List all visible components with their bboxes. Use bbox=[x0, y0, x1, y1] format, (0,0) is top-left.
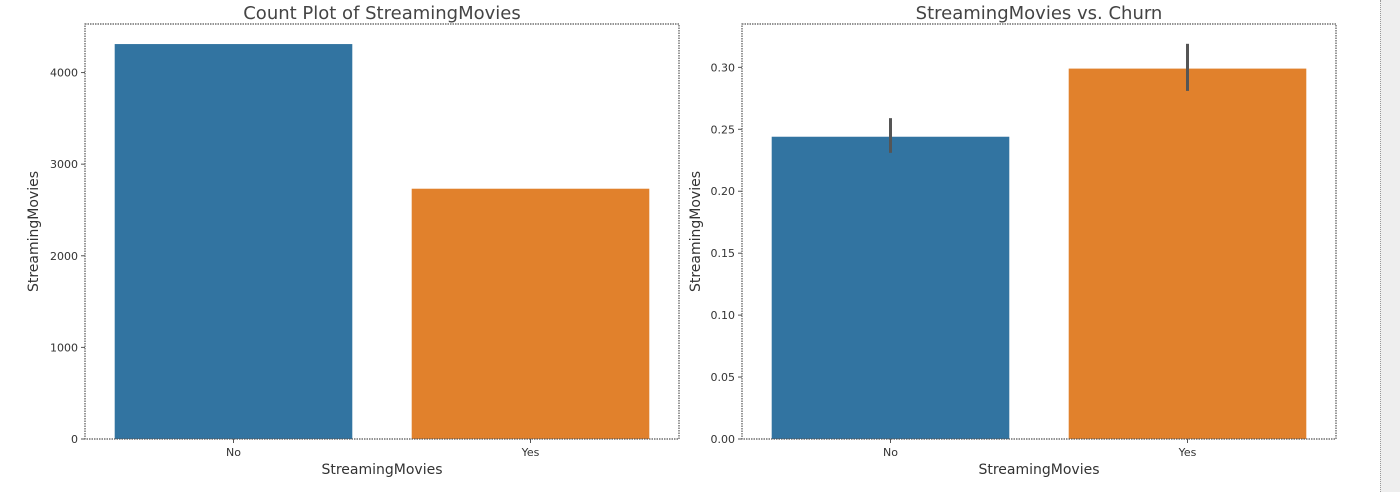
y-tick-label: 0.00 bbox=[711, 433, 736, 446]
y-tick-label: 0.10 bbox=[711, 309, 736, 322]
y-axis-label: StreamingMovies bbox=[688, 171, 704, 292]
y-axis-ticks: 0 1000 2000 3000 4000 bbox=[50, 67, 85, 446]
errorbar-group bbox=[889, 43, 1189, 153]
y-tick-label: 0.20 bbox=[711, 185, 736, 198]
y-axis-ticks: 0.00 0.05 0.10 0.15 0.20 0.25 0.30 bbox=[711, 61, 742, 446]
y-tick-label: 4000 bbox=[50, 67, 78, 80]
bar-group bbox=[771, 68, 1307, 440]
x-tick-label: Yes bbox=[1178, 446, 1197, 459]
y-tick-label: 0.25 bbox=[711, 123, 736, 136]
y-tick-label: 3000 bbox=[50, 158, 78, 171]
bar-yes bbox=[411, 188, 650, 439]
y-tick-label: 0 bbox=[71, 433, 78, 446]
plot-frame bbox=[84, 23, 680, 440]
x-tick-label: No bbox=[883, 446, 898, 459]
y-tick-label: 0.05 bbox=[711, 371, 736, 384]
plot-frame bbox=[741, 23, 1337, 440]
bar-yes bbox=[1068, 68, 1307, 439]
x-axis-ticks: No Yes bbox=[883, 439, 1197, 459]
x-axis-label: StreamingMovies bbox=[321, 462, 442, 478]
churn-rate-chart: StreamingMovies vs. Churn 0.000.050.100.… bbox=[688, 3, 1337, 478]
chart-title: Count Plot of StreamingMovies bbox=[243, 3, 521, 24]
window-edge-strip bbox=[1380, 0, 1400, 492]
x-axis-label: StreamingMovies bbox=[978, 462, 1099, 478]
x-axis-ticks: No Yes bbox=[226, 439, 540, 459]
y-tick-label: 1000 bbox=[50, 341, 78, 354]
count-plot-chart: Count Plot of StreamingMovies 0 1000 2000 3… bbox=[26, 3, 680, 478]
y-tick-label: 0.30 bbox=[711, 61, 736, 74]
bar-group bbox=[114, 44, 650, 439]
y-axis-label: StreamingMovies bbox=[26, 171, 42, 292]
bar-no bbox=[771, 136, 1010, 440]
y-tick-label: 2000 bbox=[50, 250, 78, 263]
y-tick-label: 0.15 bbox=[711, 247, 736, 260]
x-tick-label: Yes bbox=[521, 446, 540, 459]
chart-title: StreamingMovies vs. Churn bbox=[916, 3, 1163, 24]
x-tick-label: No bbox=[226, 446, 241, 459]
bar-no bbox=[114, 44, 353, 439]
